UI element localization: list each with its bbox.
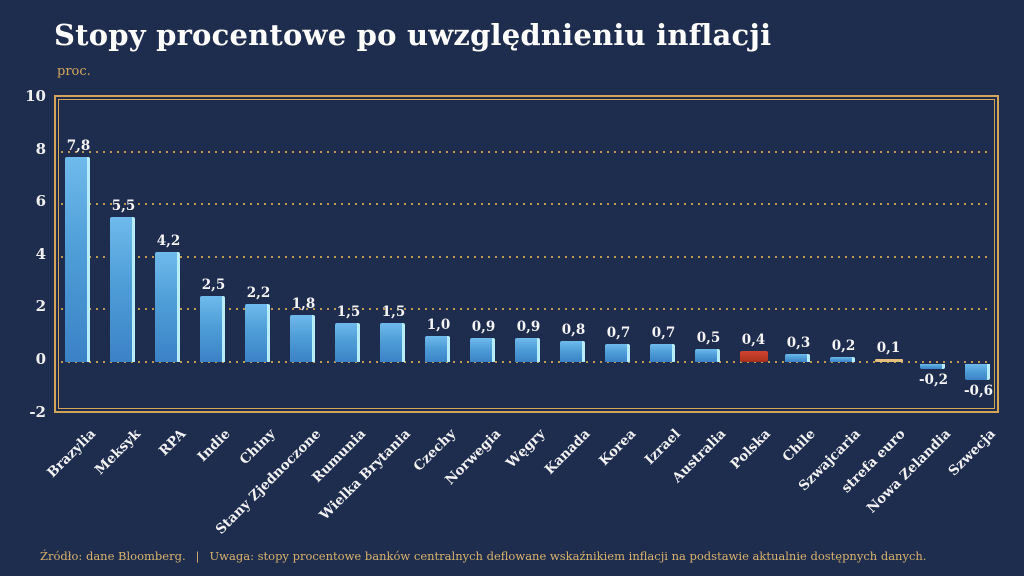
- bar-nowa-zelandia: [919, 364, 945, 370]
- value-label-korea: 0,7: [606, 324, 631, 341]
- y-axis-unit-label: proc.: [57, 64, 91, 79]
- bar-stany-zjednoczone: [289, 314, 315, 362]
- value-label-stany-zjednoczone: 1,8: [291, 295, 316, 312]
- page-title: Stopy procentowe po uwzględnieniu inflac…: [54, 18, 772, 52]
- category-label-chile: Chile: [779, 426, 819, 466]
- value-label-australia: 0,5: [696, 329, 721, 346]
- footer-separator: |: [195, 549, 200, 563]
- gridline-6: [61, 203, 992, 206]
- category-label-szwecja: Szwecja: [945, 426, 999, 480]
- category-label-rpa: RPA: [155, 426, 189, 460]
- footnote: Źródło: dane Bloomberg. | Uwaga: stopy pro…: [40, 549, 1000, 563]
- y-tick-0: 0: [35, 350, 46, 368]
- y-tick-6: 6: [35, 192, 46, 211]
- bar-chiny: [244, 304, 270, 362]
- bar-meksyk: [109, 217, 135, 362]
- value-label-izrael: 0,7: [651, 324, 676, 341]
- value-label-czechy: 1,0: [426, 316, 451, 333]
- value-label-nowa-zelandia: -0,2: [918, 372, 949, 389]
- bar-węgry: [514, 338, 540, 362]
- bar-rpa: [154, 251, 180, 362]
- category-label-brazylia: Brazylia: [43, 426, 99, 482]
- bar-wielka-brytania: [379, 322, 405, 362]
- y-tick-4: 4: [35, 244, 46, 263]
- bar-chile: [784, 354, 810, 362]
- value-label-wielka-brytania: 1,5: [381, 303, 406, 320]
- category-label-meksyk: Meksyk: [91, 426, 144, 479]
- value-label-chiny: 2,2: [246, 285, 271, 302]
- note-text: Uwaga: stopy procentowe banków centralny…: [209, 549, 927, 563]
- bar-norwegia: [469, 338, 495, 362]
- value-label-chile: 0,3: [786, 335, 811, 352]
- category-label-korea: Korea: [595, 426, 639, 470]
- y-tick--2: -2: [29, 402, 46, 421]
- bar-australia: [694, 348, 720, 362]
- bar-szwecja: [964, 364, 990, 380]
- plot-frame: 7,8 5,5 4,2 2,5 2,2 1,8 1,5 1,5 1,0 0,9 0,9 0,8 0,7 0…: [54, 95, 999, 413]
- bar-korea: [604, 343, 630, 362]
- value-label-strefa-euro: 0,1: [876, 340, 901, 357]
- gridline-2: [61, 308, 992, 311]
- category-label-kanada: Kanada: [542, 426, 594, 478]
- value-label-meksyk: 5,5: [111, 198, 136, 215]
- value-label-szwajcaria: 0,2: [831, 337, 856, 354]
- bars-layer: 7,8 5,5 4,2 2,5 2,2 1,8 1,5 1,5 1,0 0,9 0,9 0,8 0,7 0…: [56, 97, 997, 411]
- bar-polska: [739, 351, 768, 362]
- source-text: Źródło: dane Bloomberg.: [40, 549, 186, 563]
- y-tick-8: 8: [35, 139, 46, 158]
- gridline-0: [61, 361, 992, 363]
- category-label-nowa-zelandia: Nowa Zelandia: [863, 426, 954, 517]
- value-label-węgry: 0,9: [516, 319, 541, 336]
- bar-izrael: [649, 343, 675, 362]
- bar-kanada: [559, 340, 585, 362]
- bar-rumunia: [334, 322, 360, 362]
- value-label-szwecja: -0,6: [963, 382, 994, 399]
- value-label-indie: 2,5: [201, 277, 226, 294]
- value-label-kanada: 0,8: [561, 321, 586, 338]
- gridlines-layer: [56, 97, 997, 411]
- gridline-8: [61, 150, 992, 153]
- category-label-polska: Polska: [727, 426, 774, 473]
- category-label-izrael: Izrael: [641, 426, 684, 469]
- category-label-chiny: Chiny: [236, 426, 279, 468]
- value-label-polska: 0,4: [741, 332, 766, 349]
- value-label-norwegia: 0,9: [471, 319, 496, 336]
- value-label-rpa: 4,2: [156, 232, 181, 249]
- value-label-rumunia: 1,5: [336, 303, 361, 320]
- gridline-4: [61, 255, 992, 258]
- bar-indie: [199, 296, 225, 362]
- value-label-brazylia: 7,8: [66, 137, 91, 154]
- bar-czechy: [424, 335, 450, 362]
- bar-brazylia: [64, 156, 90, 362]
- y-tick-10: 10: [25, 87, 46, 105]
- y-tick-2: 2: [35, 297, 46, 316]
- category-label-indie: Indie: [194, 426, 234, 466]
- bar-szwajcaria: [829, 356, 855, 362]
- bar-strefa-euro: [874, 359, 903, 362]
